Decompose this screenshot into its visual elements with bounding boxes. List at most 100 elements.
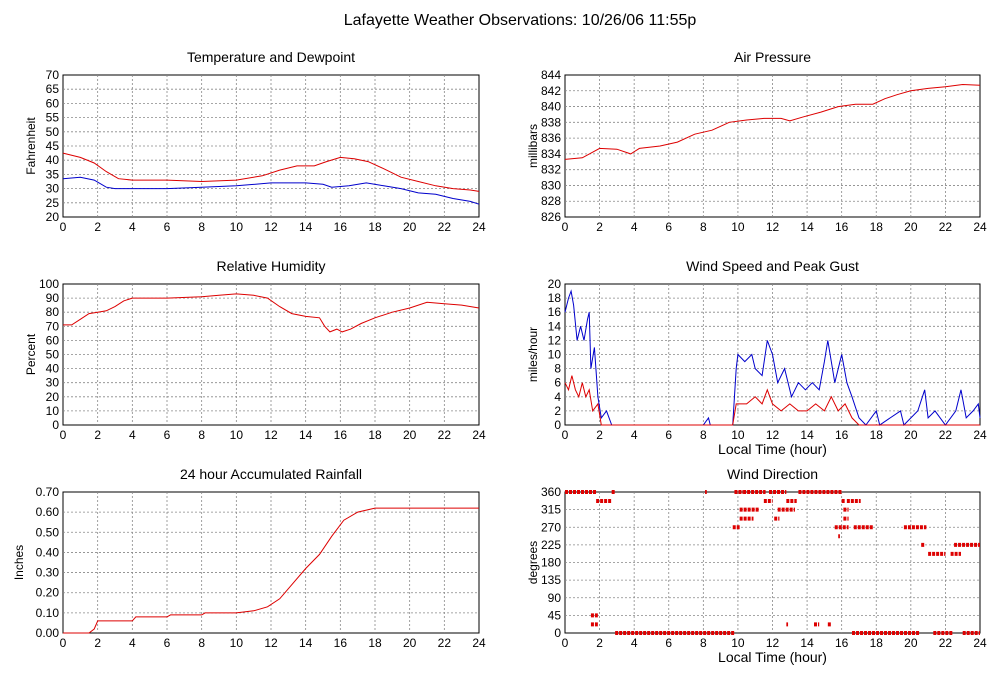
y-tick-label: 30: [46, 182, 60, 196]
x-tick-label: 8: [700, 636, 707, 650]
x-tick-label: 10: [731, 220, 745, 234]
page-title: Lafayette Weather Observations: 10/26/06…: [344, 12, 697, 29]
x-tick-label: 22: [438, 636, 452, 650]
x-tick-label: 0: [60, 428, 67, 442]
x-tick-label: 4: [631, 636, 638, 650]
y-tick-label: 16: [548, 305, 562, 319]
chart-pressure: Air Pressure8268288308328348368388408428…: [526, 49, 987, 234]
x-tick-label: 16: [334, 220, 348, 234]
x-tick-label: 4: [631, 220, 638, 234]
series-line-0: [62, 152, 480, 192]
y-axis-label: Inches: [12, 545, 26, 580]
x-tick-label: 14: [299, 428, 313, 442]
x-tick-label: 20: [403, 220, 417, 234]
y-tick-label: 45: [46, 139, 60, 153]
x-tick-label: 24: [472, 220, 486, 234]
chart-wind: Wind Speed and Peak Gust0246810121416182…: [526, 258, 987, 457]
x-tick-label: 24: [472, 428, 486, 442]
y-tick-label: 832: [541, 163, 561, 177]
y-tick-label: 20: [46, 210, 60, 224]
y-tick-label: 834: [541, 147, 561, 161]
y-tick-label: 70: [46, 319, 60, 333]
y-tick-label: 836: [541, 131, 561, 145]
x-tick-label: 20: [403, 428, 417, 442]
chart-title: Relative Humidity: [217, 258, 326, 274]
y-tick-label: 45: [548, 608, 562, 622]
y-tick-label: 60: [46, 96, 60, 110]
y-tick-label: 360: [541, 485, 561, 499]
chart-title: Wind Speed and Peak Gust: [686, 258, 859, 274]
chart-humidity: Relative Humidity01020304050607080901000…: [24, 258, 486, 442]
x-tick-label: 12: [766, 636, 780, 650]
x-tick-label: 18: [870, 428, 884, 442]
y-tick-label: 14: [548, 319, 562, 333]
x-tick-label: 2: [596, 636, 603, 650]
x-tick-label: 2: [94, 220, 101, 234]
y-tick-label: 0.50: [36, 525, 60, 539]
x-tick-label: 24: [973, 636, 987, 650]
x-tick-label: 8: [198, 636, 205, 650]
x-tick-label: 16: [835, 428, 849, 442]
x-tick-label: 6: [164, 636, 171, 650]
series-line-1: [564, 375, 980, 426]
y-tick-label: 30: [46, 376, 60, 390]
chart-title: Wind Direction: [727, 466, 818, 482]
y-tick-label: 35: [46, 167, 60, 181]
y-tick-label: 838: [541, 115, 561, 129]
chart-title: 24 hour Accumulated Rainfall: [180, 466, 362, 482]
x-tick-label: 2: [94, 636, 101, 650]
y-tick-label: 0.00: [36, 626, 60, 640]
x-tick-label: 14: [800, 220, 814, 234]
y-tick-label: 0: [52, 418, 59, 432]
x-tick-label: 14: [299, 220, 313, 234]
x-tick-label: 8: [700, 220, 707, 234]
chart-title: Air Pressure: [734, 49, 811, 65]
x-tick-label: 6: [665, 220, 672, 234]
x-tick-label: 8: [198, 220, 205, 234]
x-tick-label: 10: [731, 428, 745, 442]
x-tick-label: 22: [939, 220, 953, 234]
y-axis-label: degrees: [526, 541, 540, 584]
x-tick-label: 12: [264, 220, 278, 234]
y-tick-label: 826: [541, 210, 561, 224]
y-tick-label: 180: [541, 556, 561, 570]
x-tick-label: 16: [334, 636, 348, 650]
y-tick-label: 100: [39, 277, 59, 291]
x-tick-label: 12: [264, 636, 278, 650]
y-tick-label: 315: [541, 503, 561, 517]
chart-temp: Temperature and Dewpoint2025303540455055…: [24, 49, 486, 234]
x-tick-label: 16: [334, 428, 348, 442]
y-tick-label: 4: [554, 390, 561, 404]
x-tick-label: 12: [264, 428, 278, 442]
y-axis-label: Percent: [24, 333, 38, 375]
series-line-0: [564, 83, 981, 160]
y-tick-label: 40: [46, 153, 60, 167]
y-tick-label: 830: [541, 178, 561, 192]
y-tick-label: 0.70: [36, 485, 60, 499]
y-tick-label: 6: [554, 376, 561, 390]
y-tick-label: 828: [541, 194, 561, 208]
y-tick-label: 20: [46, 390, 60, 404]
y-tick-label: 60: [46, 333, 60, 347]
x-tick-label: 24: [973, 428, 987, 442]
y-tick-label: 70: [46, 68, 60, 82]
chart-rain: 24 hour Accumulated Rainfall 0.00 0.10 0.20…: [12, 466, 486, 650]
x-tick-label: 2: [94, 428, 101, 442]
x-tick-label: 6: [665, 428, 672, 442]
x-axis-label: Local Time (hour): [718, 441, 827, 457]
x-tick-label: 12: [766, 428, 780, 442]
x-tick-label: 22: [438, 220, 452, 234]
x-axis-label: Local Time (hour): [718, 649, 827, 665]
series-line-0: [564, 289, 981, 426]
x-tick-label: 10: [230, 220, 244, 234]
x-tick-label: 4: [129, 636, 136, 650]
series-line-1: [62, 176, 480, 205]
x-tick-label: 18: [368, 220, 382, 234]
y-tick-label: 55: [46, 111, 60, 125]
x-tick-label: 18: [870, 636, 884, 650]
y-tick-label: 0.40: [36, 545, 60, 559]
x-tick-label: 4: [129, 428, 136, 442]
y-tick-label: 10: [548, 348, 562, 362]
